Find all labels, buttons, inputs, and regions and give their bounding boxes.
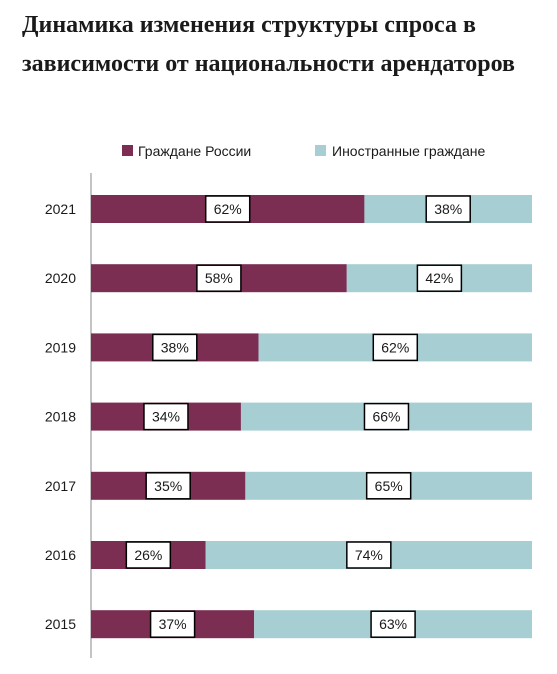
chart-title: Динамика изменения структуры спроса в за… (22, 6, 552, 84)
data-label-2020-series-2: 42% (425, 270, 453, 286)
data-label-2015-series-1: 37% (159, 616, 187, 632)
data-label-box-2017-series-1 (145, 472, 191, 500)
legend-swatch-2 (315, 145, 326, 156)
chart-title-line-1: Динамика изменения структуры спроса в (22, 12, 476, 38)
data-label-box-2020-series-2 (416, 264, 463, 292)
data-label-box-2017-series-2 (365, 472, 412, 500)
year-label-2016: 2016 (45, 547, 76, 563)
data-label-box-2018-series-1 (143, 402, 189, 431)
data-label-2019-series-2: 62% (381, 339, 409, 355)
data-label-box-2015-series-1 (149, 610, 196, 638)
chart-title-line-2: зависимости от национальности арендаторо… (22, 51, 515, 77)
legend-swatch-1 (122, 145, 133, 156)
year-label-2021: 2021 (45, 201, 76, 217)
data-label-2016-series-1: 26% (134, 547, 162, 563)
data-label-2018-series-2: 66% (372, 409, 400, 425)
data-label-2018-series-1: 34% (152, 409, 180, 425)
year-label-2015: 2015 (45, 616, 76, 632)
year-label-2017: 2017 (45, 478, 76, 494)
data-label-box-2016-series-2 (346, 541, 392, 569)
data-label-box-2020-series-1 (196, 264, 242, 292)
data-label-box-2019-series-1 (152, 333, 198, 362)
data-label-2021-series-2: 38% (434, 201, 462, 217)
legend-label-2: Иностранные граждане (332, 143, 485, 159)
data-label-box-2021-series-1 (204, 195, 251, 223)
data-label-2017-series-2: 65% (375, 478, 403, 494)
data-label-box-2015-series-2 (370, 610, 416, 638)
data-label-2016-series-2: 74% (355, 547, 383, 563)
legend-label-1: Граждане России (138, 143, 251, 159)
data-label-2017-series-1: 35% (154, 478, 182, 494)
year-label-2020: 2020 (45, 270, 76, 286)
data-label-2019-series-1: 38% (161, 339, 189, 355)
data-label-box-2016-series-1 (125, 541, 172, 569)
year-label-2018: 2018 (45, 409, 76, 425)
data-label-2021-series-1: 62% (214, 201, 242, 217)
data-label-box-2021-series-2 (425, 195, 471, 223)
year-label-2019: 2019 (45, 339, 76, 355)
data-label-2015-series-2: 63% (379, 616, 407, 632)
data-label-box-2018-series-2 (363, 402, 410, 431)
data-label-box-2019-series-2 (372, 333, 419, 362)
data-label-2020-series-1: 58% (205, 270, 233, 286)
